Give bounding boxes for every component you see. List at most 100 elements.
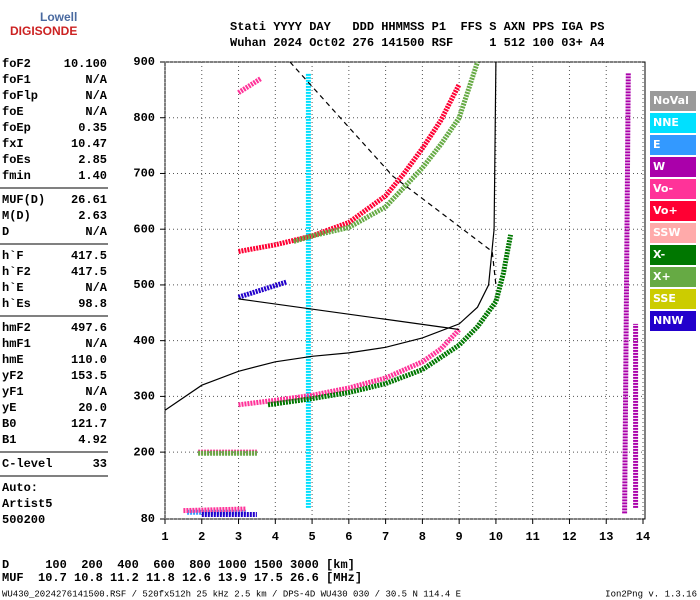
param-label: foF1 [2, 73, 31, 87]
echo-trace [238, 83, 462, 254]
echo-trace [183, 76, 462, 514]
x-tick-label: 2 [198, 530, 205, 544]
param-label: B0 [2, 417, 16, 431]
param-value: 10.47 [71, 137, 107, 151]
legend-label: SSE [653, 292, 676, 305]
param-label: h`Es [2, 297, 31, 311]
legend-swatch [650, 157, 696, 177]
x-tick-label: 13 [599, 530, 613, 544]
echo-trace [622, 73, 639, 514]
legend-swatch [650, 113, 696, 133]
x-tick-label: 11 [525, 530, 539, 544]
param-value: 10.100 [64, 57, 107, 71]
footer-right: Ion2Png v. 1.3.16 [605, 589, 697, 599]
param-value: 417.5 [71, 249, 107, 263]
param-value: N/A [85, 105, 107, 119]
param-label: foFlp [2, 89, 38, 103]
legend-label: NNW [653, 314, 684, 327]
x-tick-label: 10 [489, 530, 503, 544]
y-tick-label: 500 [133, 278, 155, 292]
param-label: yF2 [2, 369, 24, 383]
profile-curve [289, 61, 497, 285]
param-label: MUF(D) [2, 193, 45, 207]
param-label: 500200 [2, 513, 45, 527]
y-tick-label: 700 [133, 167, 155, 181]
legend-label: NNE [653, 116, 679, 129]
x-tick-label: 5 [308, 530, 315, 544]
bottom-line: D 100 200 400 600 800 1000 1500 3000 [km… [2, 558, 355, 572]
param-label: h`F [2, 249, 24, 263]
param-label: yE [2, 401, 16, 415]
legend-swatch [650, 311, 696, 331]
y-tick-label: 400 [133, 334, 155, 348]
x-tick-label: 3 [235, 530, 242, 544]
param-value: 497.6 [71, 321, 107, 335]
footer-left: WU430_2024276141500.RSF / 520fx512h 25 k… [2, 589, 461, 599]
y-tick-label: 600 [133, 222, 155, 236]
echo-trace [201, 279, 288, 517]
x-tick-label: 9 [456, 530, 463, 544]
y-tick-label: 200 [133, 445, 155, 459]
param-label: foF2 [2, 57, 31, 71]
legend-swatch [650, 91, 696, 111]
x-tick-label: 4 [272, 530, 279, 544]
y-tick-label: 80 [141, 512, 155, 526]
legend-label: W [653, 160, 665, 173]
y-tick-label: 900 [133, 55, 155, 69]
param-value: 121.7 [71, 417, 107, 431]
param-label: foEp [2, 121, 31, 135]
param-value: N/A [85, 337, 107, 351]
echo-trace [198, 61, 480, 456]
param-label: C-level [2, 457, 52, 471]
param-label: yF1 [2, 385, 24, 399]
legend-label: X+ [653, 270, 671, 283]
legend-swatch [650, 223, 696, 243]
legend-label: Vo+ [653, 204, 678, 217]
legend-label: X- [653, 248, 665, 261]
legend-swatch [650, 245, 696, 265]
x-tick-label: 8 [419, 530, 426, 544]
param-label: fmin [2, 169, 31, 183]
legend-label: SSW [653, 226, 680, 239]
header-line: Stati YYYY DAY DDD HHMMSS P1 FFS S AXN P… [230, 20, 604, 34]
profile-curve [238, 298, 460, 331]
x-tick-label: 7 [382, 530, 389, 544]
param-value: 20.0 [78, 401, 107, 415]
param-label: M(D) [2, 209, 31, 223]
legend-swatch [650, 267, 696, 287]
param-value: 33 [93, 457, 107, 471]
param-value: N/A [85, 89, 107, 103]
header-line: Wuhan 2024 Oct02 276 141500 RSF 1 512 10… [230, 36, 604, 50]
param-value: 2.85 [78, 153, 107, 167]
legend-label: Vo- [653, 182, 673, 195]
legend-swatch [650, 289, 696, 309]
x-tick-label: 1 [161, 530, 168, 544]
param-label: hmF1 [2, 337, 31, 351]
param-value: 26.61 [71, 193, 107, 207]
param-value: N/A [85, 225, 107, 239]
echo-trace [267, 234, 514, 408]
param-label: D [2, 225, 9, 239]
logo-top: Lowell [40, 10, 77, 24]
param-label: h`E [2, 281, 24, 295]
x-tick-label: 12 [562, 530, 576, 544]
param-value: 417.5 [71, 265, 107, 279]
legend-swatch [650, 135, 696, 155]
param-value: 98.8 [78, 297, 107, 311]
y-tick-label: 800 [133, 111, 155, 125]
profile-curve [164, 61, 497, 411]
param-label: Artist5 [2, 497, 52, 511]
param-value: 2.63 [78, 209, 107, 223]
param-label: foE [2, 105, 24, 119]
param-label: fxI [2, 137, 24, 151]
param-label: hmF2 [2, 321, 31, 335]
param-value: 4.92 [78, 433, 107, 447]
param-value: N/A [85, 281, 107, 295]
param-value: N/A [85, 385, 107, 399]
param-value: 153.5 [71, 369, 107, 383]
param-label: B1 [2, 433, 16, 447]
logo-bottom: DIGISONDE [10, 24, 77, 38]
y-tick-label: 300 [133, 390, 155, 404]
